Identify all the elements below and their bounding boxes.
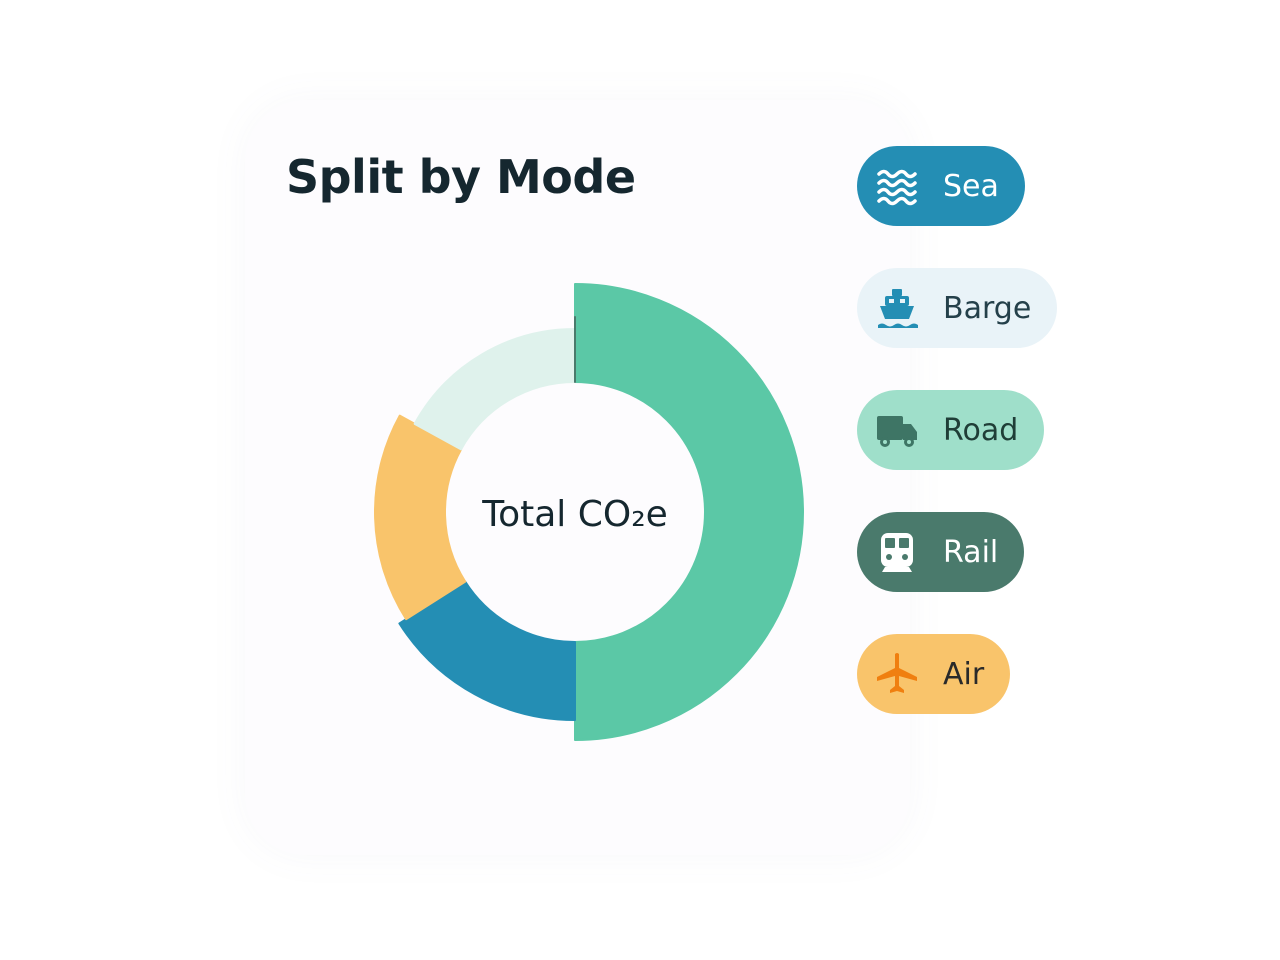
legend-label: Sea <box>943 168 999 204</box>
legend-pill[interactable]: Sea <box>857 146 1025 226</box>
sea-icon <box>877 169 917 206</box>
chart-title: Split by Mode <box>286 150 636 204</box>
legend-pill[interactable]: Rail <box>857 512 1025 592</box>
legend-label: Road <box>943 412 1019 448</box>
legend-label: Rail <box>943 534 999 570</box>
barge-icon <box>878 289 918 328</box>
road-icon <box>877 416 917 447</box>
air-icon <box>877 653 917 693</box>
donut-segment <box>574 283 804 741</box>
legend-label: Air <box>943 656 985 692</box>
center-label: Total CO₂e <box>481 494 668 535</box>
donut-segment <box>398 580 576 721</box>
legend-pill[interactable]: Air <box>857 634 1011 714</box>
donut-segment <box>413 328 576 451</box>
legend-pill[interactable]: Barge <box>857 268 1058 348</box>
legend-label: Barge <box>943 290 1032 326</box>
legend-pill[interactable]: Road <box>857 390 1045 470</box>
donut-segment <box>374 414 467 621</box>
rail-icon <box>881 533 913 572</box>
